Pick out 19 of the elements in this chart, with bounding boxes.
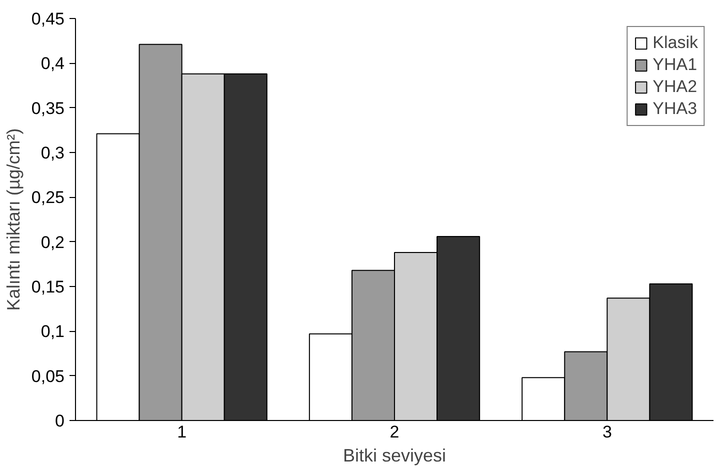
y-tick-label: 0,1 — [40, 322, 65, 342]
y-tick-label: 0,4 — [40, 54, 65, 74]
y-tick-label: 0,15 — [31, 278, 65, 296]
y-tick-label: 0,25 — [31, 188, 65, 208]
y-tick-label: 0,2 — [40, 232, 65, 252]
legend-label: YHA3 — [652, 99, 698, 119]
y-tick-label: 0,05 — [31, 366, 65, 386]
y-tick-label: 0 — [55, 412, 65, 430]
y-tick-label: 0,45 — [31, 10, 65, 28]
y-tick-label: 0,35 — [31, 98, 65, 118]
legend-label: YHA2 — [652, 77, 698, 97]
x-tick-label: 1 — [177, 422, 187, 442]
x-axis-title: Bitki seviyesi — [342, 446, 446, 466]
x-tick-label: 2 — [390, 422, 400, 442]
x-tick-label: 3 — [602, 422, 612, 442]
y-tick-label: 0,3 — [40, 144, 65, 162]
legend-label: Klasik — [652, 33, 698, 53]
legend-label: YHA1 — [652, 55, 698, 75]
y-axis-title: Kalıntı miktarı (µg/cm²) — [3, 128, 24, 311]
